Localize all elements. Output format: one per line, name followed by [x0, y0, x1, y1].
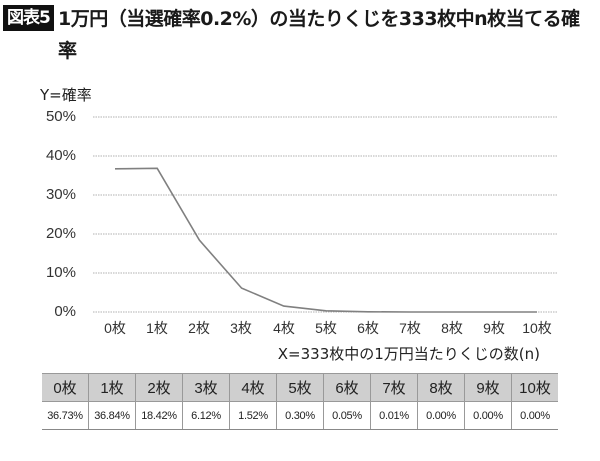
table-cell: 0.00%	[511, 401, 558, 430]
x-tick: 5枚	[315, 320, 337, 336]
figure-label-badge: 図表5	[3, 5, 54, 31]
x-axis-label: X=333枚中の1万円当たりくじの数(n)	[277, 345, 540, 363]
gridlines	[93, 116, 558, 313]
probability-table: 0枚 1枚 2枚 3枚 4枚 5枚 6枚 7枚 8枚 9枚 10枚 36.73%…	[42, 373, 558, 430]
y-axis-label: Y=確率	[40, 86, 92, 104]
y-tick-10: 10%	[45, 264, 76, 281]
table-cell: 0.30%	[276, 401, 324, 430]
table-header-cell: 8枚	[417, 373, 465, 402]
table-header-cell: 1枚	[88, 373, 136, 402]
probability-line	[114, 167, 537, 313]
x-tick: 6枚	[357, 320, 379, 336]
x-tick: 2枚	[188, 320, 210, 336]
y-tick-30: 30%	[45, 186, 76, 203]
table-cell: 1.52%	[229, 401, 277, 430]
chart-title: 1万円（当選確率0.2%）の当たりくじを333枚中n枚当てる確率	[58, 8, 580, 62]
y-tick-40: 40%	[45, 147, 76, 164]
x-tick: 8枚	[441, 320, 463, 336]
table-header-cell: 9枚	[464, 373, 512, 402]
table-header-cell: 2枚	[135, 373, 183, 402]
y-tick-20: 20%	[45, 225, 76, 242]
table-row: 36.73% 36.84% 18.42% 6.12% 1.52% 0.30% 0…	[42, 401, 558, 430]
table-cell: 0.01%	[370, 401, 418, 430]
table-cell: 0.00%	[464, 401, 512, 430]
table-cell: 0.05%	[323, 401, 371, 430]
y-tick-0: 0%	[54, 303, 76, 320]
table-header-row: 0枚 1枚 2枚 3枚 4枚 5枚 6枚 7枚 8枚 9枚 10枚	[42, 373, 558, 402]
table-header-cell: 10枚	[511, 373, 558, 402]
x-tick: 4枚	[273, 320, 295, 336]
table-cell: 36.73%	[42, 401, 89, 430]
table-header-cell: 5枚	[276, 373, 324, 402]
table-header-cell: 7枚	[370, 373, 418, 402]
x-tick: 10枚	[522, 320, 552, 336]
table-header-cell: 6枚	[323, 373, 371, 402]
x-tick: 7枚	[399, 320, 421, 336]
x-tick: 3枚	[230, 320, 252, 336]
x-tick: 9枚	[483, 320, 505, 336]
table-header-cell: 0枚	[42, 373, 89, 402]
table-cell: 36.84%	[88, 401, 136, 430]
table-cell: 6.12%	[182, 401, 230, 430]
table-cell: 18.42%	[135, 401, 183, 430]
table-cell: 0.00%	[417, 401, 465, 430]
x-tick: 0枚	[104, 320, 126, 336]
x-tick: 1枚	[146, 320, 168, 336]
table-header-cell: 4枚	[229, 373, 277, 402]
y-tick-50: 50%	[45, 108, 76, 125]
table-header-cell: 3枚	[182, 373, 230, 402]
